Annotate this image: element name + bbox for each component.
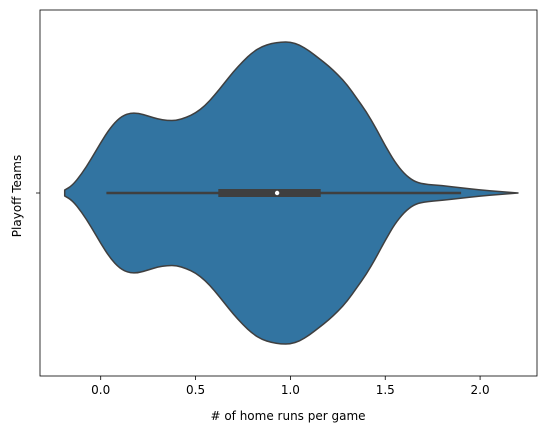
x-tick-label: 1.0 (281, 383, 300, 397)
x-tick-label: 0.0 (91, 383, 110, 397)
x-tick-label: 1.5 (376, 383, 395, 397)
x-tick-label: 2.0 (471, 383, 490, 397)
iqr-box (218, 189, 321, 197)
x-axis-label: # of home runs per game (210, 409, 365, 423)
median-marker (274, 190, 280, 196)
y-axis-label: Playoff Teams (10, 155, 24, 237)
x-tick-label: 0.5 (186, 383, 205, 397)
